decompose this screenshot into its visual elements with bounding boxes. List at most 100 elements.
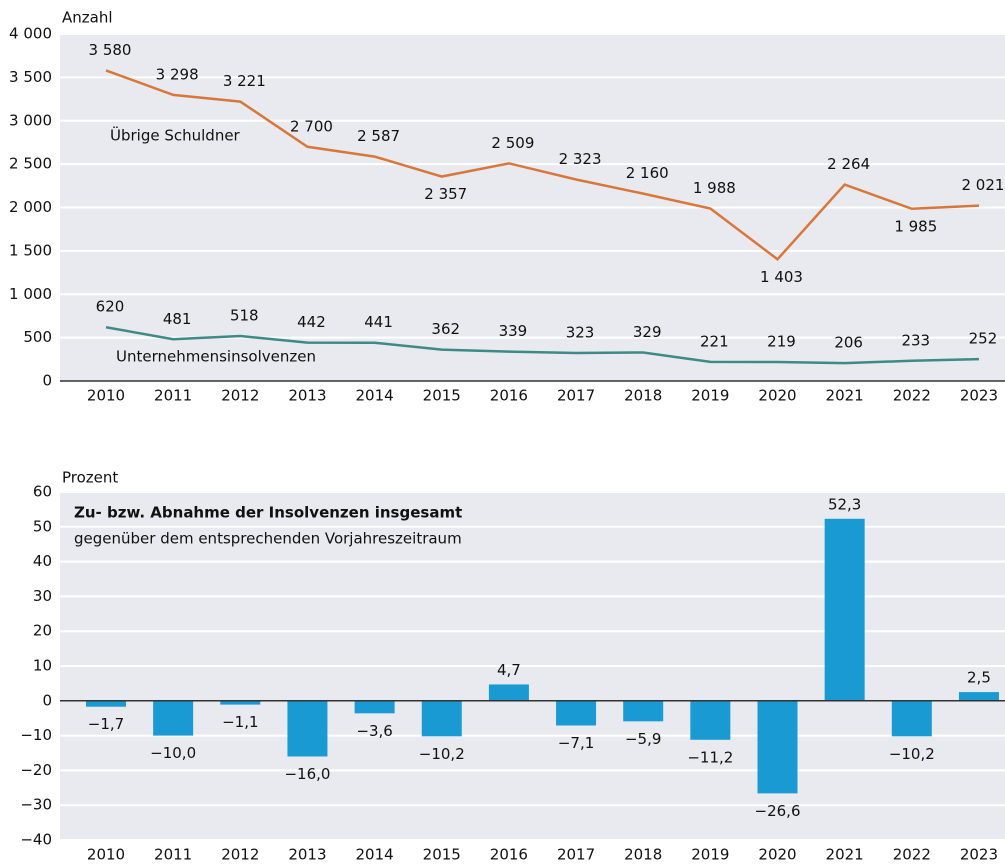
- y-tick-label: −30: [20, 796, 52, 814]
- x-tick-label: 2022: [893, 846, 931, 864]
- x-tick-label: 2020: [758, 846, 796, 864]
- bar: [824, 518, 865, 701]
- data-label: 323: [566, 323, 595, 341]
- bar: [86, 700, 126, 707]
- data-label: 252: [969, 330, 998, 348]
- x-tick-label: 2019: [691, 846, 729, 864]
- y-tick-label: −40: [20, 831, 52, 849]
- bar: [220, 700, 261, 705]
- data-label: 339: [499, 322, 528, 340]
- data-label: 233: [901, 331, 930, 349]
- data-label: 481: [163, 310, 192, 328]
- x-tick-label: 2018: [624, 846, 662, 864]
- x-tick-label: 2021: [826, 846, 864, 864]
- data-label: 1 403: [760, 268, 803, 286]
- y-tick-label: 50: [33, 517, 52, 535]
- y-tick-label: 0: [42, 372, 52, 390]
- data-label: 1 988: [693, 179, 736, 197]
- data-label: 3 298: [156, 65, 199, 83]
- data-label: −3,6: [356, 722, 392, 740]
- bar: [757, 700, 798, 794]
- y-axis-label: Anzahl: [62, 9, 113, 27]
- data-label: −10,0: [150, 744, 196, 762]
- data-label: −7,1: [558, 734, 594, 752]
- data-label: 2 509: [491, 134, 534, 152]
- data-label: 206: [834, 334, 863, 352]
- data-label: −10,2: [889, 745, 935, 763]
- x-tick-label: 2017: [557, 846, 595, 864]
- data-label: 2 264: [827, 155, 870, 173]
- bar: [623, 700, 664, 722]
- y-tick-label: 2 000: [9, 198, 52, 216]
- x-tick-label: 2023: [960, 846, 998, 864]
- bar: [287, 700, 328, 757]
- data-label: 219: [767, 333, 796, 351]
- x-tick-label: 2014: [356, 387, 394, 405]
- y-tick-label: 60: [33, 483, 52, 501]
- x-tick-label: 2014: [356, 846, 394, 864]
- data-label: 2 700: [290, 117, 333, 135]
- x-tick-label: 2023: [960, 387, 998, 405]
- data-label: 4,7: [497, 661, 521, 679]
- data-label: −10,2: [419, 745, 465, 763]
- chart-title: Zu- bzw. Abnahme der Insolvenzen insgesa…: [74, 504, 462, 522]
- line: [105, 69, 980, 261]
- x-tick-label: 2015: [423, 846, 461, 864]
- series-label: Unternehmensinsolvenzen: [116, 348, 316, 366]
- y-tick-label: 20: [33, 622, 52, 640]
- data-label: 2 160: [626, 164, 669, 182]
- bar: [891, 700, 932, 737]
- x-tick-label: 2011: [154, 846, 192, 864]
- data-label: −16,0: [284, 765, 330, 783]
- x-tick-label: 2022: [893, 387, 931, 405]
- data-label: 52,3: [828, 495, 861, 513]
- data-label: 3 580: [89, 41, 132, 59]
- data-label: 221: [700, 332, 729, 350]
- y-tick-label: 3 500: [9, 68, 52, 86]
- y-tick-label: 500: [23, 328, 52, 346]
- y-tick-label: 30: [33, 587, 52, 605]
- y-axis-label: Prozent: [62, 469, 118, 487]
- data-label: −5,9: [625, 730, 661, 748]
- data-label: 2,5: [967, 669, 991, 687]
- x-tick-label: 2012: [221, 846, 259, 864]
- x-tick-label: 2016: [490, 846, 528, 864]
- x-tick-label: 2016: [490, 387, 528, 405]
- x-tick-label: 2018: [624, 387, 662, 405]
- x-tick-label: 2021: [826, 387, 864, 405]
- y-tick-label: 4 000: [9, 25, 52, 43]
- y-tick-label: 10: [33, 657, 52, 675]
- bar: [354, 700, 395, 714]
- x-tick-label: 2020: [758, 387, 796, 405]
- data-label: 3 221: [223, 72, 266, 90]
- y-tick-label: −10: [20, 726, 52, 744]
- bar: [421, 700, 462, 737]
- data-label: −26,6: [755, 802, 801, 820]
- line: [105, 325, 979, 365]
- x-tick-label: 2013: [288, 387, 326, 405]
- data-label: −1,1: [222, 713, 258, 731]
- x-tick-label: 2013: [288, 846, 326, 864]
- y-tick-label: 1 000: [9, 285, 52, 303]
- data-label: 2 357: [424, 185, 467, 203]
- y-tick-label: −20: [20, 761, 52, 779]
- x-tick-label: 2017: [557, 387, 595, 405]
- x-tick-label: 2011: [154, 387, 192, 405]
- data-label: 518: [230, 307, 259, 325]
- x-tick-label: 2019: [691, 387, 729, 405]
- data-label: 441: [364, 313, 393, 331]
- y-tick-label: 1 500: [9, 241, 52, 259]
- series-label: Übrige Schuldner: [110, 126, 241, 145]
- y-tick-label: 3 000: [9, 111, 52, 129]
- bar: [556, 700, 597, 726]
- data-label: 442: [297, 313, 326, 331]
- chart-subtitle: gegenüber dem entsprechenden Vorjahresze…: [74, 530, 462, 548]
- data-label: 362: [431, 320, 460, 338]
- data-label: −1,7: [88, 715, 124, 733]
- x-tick-label: 2012: [221, 387, 259, 405]
- data-label: 2 021: [961, 176, 1004, 194]
- data-label: 620: [96, 298, 125, 316]
- bar: [488, 684, 529, 701]
- data-label: 2 587: [357, 127, 400, 145]
